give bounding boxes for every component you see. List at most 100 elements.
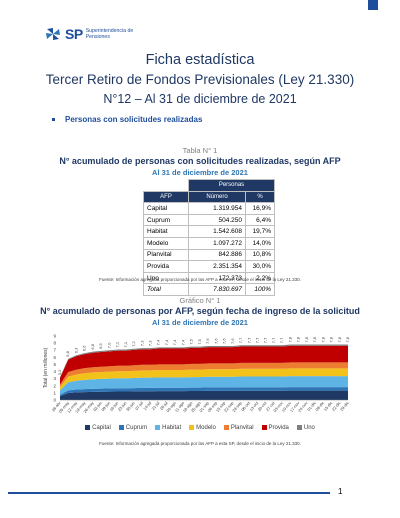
total-data-label: 7,2 <box>131 340 136 346</box>
total-data-label: 7,7 <box>271 337 276 343</box>
table-cell-pct: 16,9% <box>245 202 275 215</box>
legend-item-provida: Provida <box>261 425 289 432</box>
x-tick-label: 14-jul <box>142 400 152 411</box>
x-tick-label: 27-oct <box>265 400 277 412</box>
total-data-label: 6,9 <box>98 343 103 349</box>
total-data-label: 7,7 <box>238 337 243 343</box>
y-tick-label: 7 <box>53 348 56 353</box>
y-tick-label: 5 <box>53 362 56 367</box>
total-data-label: 7,7 <box>246 337 251 343</box>
table-cell-numero: 7.830.697 <box>188 283 246 296</box>
y-tick-label: 1 <box>53 390 56 395</box>
total-data-label: 7,7 <box>263 337 268 343</box>
table-row: Total 7.830.697 100% <box>143 283 275 296</box>
x-tick-label: 10-nov <box>280 400 292 413</box>
total-data-label: 7,5 <box>189 338 194 344</box>
total-data-label: 5,8 <box>65 350 70 356</box>
section-bullet: Personas con solicitudes realizadas <box>52 115 202 124</box>
logo-pinwheel-icon <box>46 28 60 40</box>
table-corner <box>143 179 189 192</box>
x-tick-label: 20-oct <box>256 400 268 412</box>
x-tick-label: 01-dic <box>306 400 317 412</box>
table-source: Fuente: Información agregada proporciona… <box>99 277 301 282</box>
legend-swatch <box>223 425 229 430</box>
logo-line2: Pensiones <box>85 34 110 40</box>
x-tick-label: 28-abr <box>51 400 63 413</box>
table-cell-numero: 1.097.272 <box>188 236 246 250</box>
doc-subtitle: Tercer Retiro de Fondos Previsionales (L… <box>45 72 355 87</box>
legend-swatch <box>85 425 91 430</box>
area-planvital <box>60 362 348 388</box>
total-data-label: 7,4 <box>172 339 177 345</box>
legend-label: Cuprum <box>125 425 148 432</box>
top-corner-band <box>368 0 378 10</box>
x-tick-label: 21-jul <box>150 400 160 411</box>
legend-swatch <box>155 425 161 430</box>
section-heading: Personas con solicitudes realizadas <box>65 115 203 124</box>
x-tick-label: 24-nov <box>297 400 309 413</box>
bullet-square-icon <box>52 118 55 122</box>
table-cell-afp: Habitat <box>143 225 189 238</box>
doc-issue: N°12 – Al 31 de diciembre de 2021 <box>103 92 297 106</box>
logo-mark: SP <box>65 26 83 42</box>
total-data-label: 7,6 <box>222 338 227 344</box>
x-tick-label: 17-nov <box>289 400 301 413</box>
total-data-label: 7,4 <box>164 339 169 345</box>
legend-label: Provida <box>268 425 289 432</box>
total-data-label: 7,8 <box>312 336 317 342</box>
total-data-label: 7,8 <box>329 336 334 342</box>
graph-date: Al 31 de diciembre de 2021 <box>152 318 248 327</box>
doc-title: Ficha estadística <box>145 52 255 68</box>
area-modelo <box>60 368 348 391</box>
legend-label: Planvital <box>230 425 254 432</box>
table-cell-pct: 100% <box>245 283 275 296</box>
table-cell-pct: 14,0% <box>245 236 275 250</box>
total-data-label: 6,8 <box>90 343 95 349</box>
legend-label: Uno <box>303 425 315 432</box>
sp-logo: SP Superintendencia de Pensiones <box>44 26 133 42</box>
table-row: Capital 1.319.954 16,9% <box>143 202 275 215</box>
table-header-numero: Número <box>188 190 246 204</box>
legend-item-planvital: Planvital <box>223 425 254 432</box>
y-tick-label: 2 <box>53 383 56 388</box>
total-data-label: 7,8 <box>296 336 301 342</box>
page-number: 1 <box>338 487 343 496</box>
x-tick-label: 07-jul <box>134 400 144 411</box>
total-data-label: 7,6 <box>205 338 210 344</box>
table-title: N° acumulado de personas con solicitudes… <box>59 156 341 166</box>
legend-label: Capital <box>92 425 111 432</box>
table-row: Cuprum 504.250 6,4% <box>143 213 275 227</box>
legend-swatch <box>296 425 302 430</box>
total-data-label: 7,8 <box>337 336 342 342</box>
total-data-label: 7,8 <box>320 336 325 342</box>
table-cell-pct: 6,4% <box>245 213 275 227</box>
table-row: Uno 172.373 2,2% <box>143 271 275 285</box>
x-tick-label: 13-oct <box>248 400 260 412</box>
total-data-label: 7,8 <box>304 336 309 342</box>
table-row: Habitat 1.542.608 19,7% <box>143 225 275 238</box>
x-tick-label: 06-oct <box>240 400 252 412</box>
total-data-label: 7,1 <box>123 341 128 347</box>
chart-legend: Capital Cuprum Habitat Modelo Planvital Provi… <box>0 425 400 431</box>
graph-label: Gráfico N° 1 <box>179 296 221 305</box>
y-tick-label: 8 <box>53 341 56 346</box>
total-data-label: 7,5 <box>197 338 202 344</box>
footer-rule <box>8 492 330 494</box>
total-data-label: 6,6 <box>82 345 87 351</box>
legend-swatch <box>261 425 267 430</box>
total-data-label: 3,2 <box>57 369 62 375</box>
table-label: Tabla N° 1 <box>182 146 218 155</box>
x-tick-label: 16-jun <box>108 400 119 412</box>
legend-item-cuprum: Cuprum <box>118 425 148 432</box>
total-data-label: 7,7 <box>279 337 284 343</box>
table-row: Planvital 842.886 10,8% <box>143 248 275 262</box>
x-tick-label: 29-dic <box>339 400 350 412</box>
y-tick-label: 4 <box>53 369 56 374</box>
x-tick-label: 28-jul <box>159 400 169 411</box>
x-tick-label: 08-dic <box>314 400 325 412</box>
area-habitat <box>60 376 348 395</box>
table-date: Al 31 de diciembre de 2021 <box>152 168 248 177</box>
afp-table: Personas AFP Número % Capital 1.319.954 16… <box>143 179 275 296</box>
table-cell-pct: 19,7% <box>245 225 275 238</box>
table-header-pct: % <box>245 190 275 204</box>
